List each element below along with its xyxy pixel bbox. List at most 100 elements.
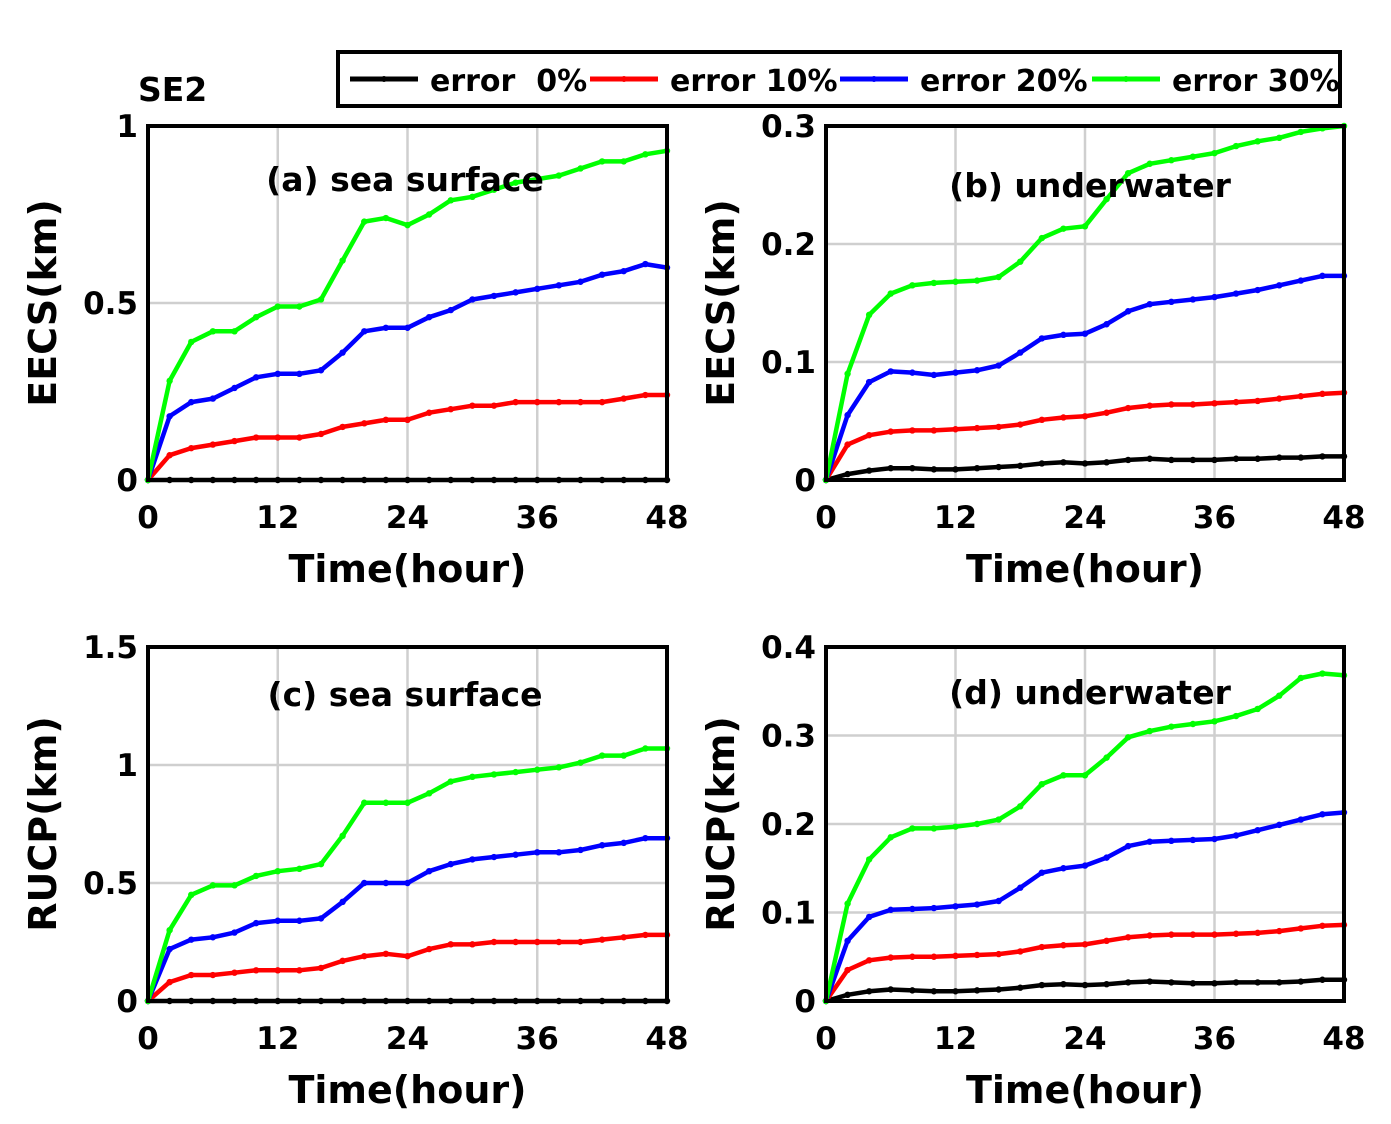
series-error-10-point — [317, 430, 325, 438]
series-error-30-point — [361, 218, 368, 225]
series-error-30-point — [1254, 138, 1261, 145]
series-error-20-point — [1232, 290, 1240, 297]
x-tick-label: 0 — [137, 1021, 159, 1057]
series-error-20-point — [361, 879, 368, 887]
series-error-20-point — [1038, 335, 1046, 342]
legend-box — [336, 50, 1342, 108]
series-error-0-point — [1254, 979, 1261, 986]
series-error-20-point — [973, 367, 981, 374]
series-error-20-point — [425, 313, 433, 321]
series-error-10-point — [512, 398, 519, 406]
series-error-30-point — [1081, 223, 1089, 230]
series-error-10-point — [469, 402, 476, 409]
series-error-10-point — [166, 452, 173, 459]
y-tick-label: 1.5 — [83, 630, 138, 666]
series-error-20-point — [469, 296, 476, 303]
series-error-30-point — [1297, 674, 1305, 682]
series-error-30-point — [930, 825, 938, 832]
series-error-10-point — [1297, 925, 1305, 932]
series-error-10-point — [952, 952, 959, 960]
series-error-20-point — [447, 860, 454, 868]
series-error-30-point — [296, 865, 303, 873]
series-error-30-point — [1297, 128, 1305, 136]
series-error-10-point — [1276, 927, 1283, 935]
series-error-30-point — [1038, 780, 1046, 788]
series-error-20-point — [404, 324, 411, 331]
series-error-10-point — [425, 945, 433, 953]
series-error-20-point — [209, 934, 217, 941]
series-error-30-point — [252, 872, 260, 880]
series-error-20-point — [252, 919, 260, 927]
legend-item-error-30: error 30% — [1092, 64, 1340, 99]
series-error-20-point — [865, 378, 873, 386]
series-error-30-point — [339, 832, 346, 839]
series-error-30-point — [844, 370, 851, 377]
series-error-0-point — [1232, 455, 1240, 462]
series-error-20-point — [1081, 330, 1089, 337]
series-error-10-point — [490, 938, 498, 946]
series-error-10-point — [973, 951, 981, 959]
series-error-10-point — [1276, 395, 1283, 402]
series-error-10-point — [274, 434, 281, 441]
series-error-30-point — [361, 799, 368, 806]
series-error-10-point — [209, 441, 217, 448]
series-error-0-point — [1124, 979, 1132, 986]
series-error-20 — [144, 260, 671, 484]
series-error-20-point — [1168, 837, 1175, 845]
x-axis-label: Time(hour) — [966, 547, 1204, 591]
series-error-20-point — [1211, 835, 1218, 843]
series-error-10-point — [1297, 393, 1305, 400]
series-error-0-point — [909, 465, 916, 472]
series-error-20-point — [296, 370, 303, 377]
series-error-30-point — [1103, 754, 1110, 761]
series-error-20-point — [231, 384, 238, 392]
series-error-10-point — [577, 398, 584, 406]
series-error-20-point — [1146, 300, 1153, 308]
series-error-0-point — [1211, 456, 1218, 464]
x-tick-label: 48 — [645, 1021, 688, 1057]
series-error-10-point — [1168, 931, 1175, 938]
axes-frame — [824, 645, 1346, 1003]
series-error-10-point — [361, 420, 368, 427]
series-error-20-point — [1189, 836, 1197, 844]
series-error-0-point — [1060, 459, 1067, 466]
series-error-0-point — [1038, 981, 1046, 989]
y-axis-label: RUCP(km) — [699, 716, 743, 931]
series-error-30-point — [952, 278, 959, 285]
series-error-10-point — [382, 416, 390, 424]
series-error-30-point — [425, 211, 433, 218]
series-error-20-point — [166, 413, 173, 420]
series-error-0-point — [1211, 980, 1218, 987]
series-error-20-point — [1017, 349, 1024, 356]
series-error-0-point — [930, 466, 938, 473]
series-error-10-point — [1168, 401, 1175, 408]
series-error-20-point — [382, 879, 390, 887]
series-error-30-point — [995, 273, 1002, 281]
series-error-10-point — [252, 967, 260, 974]
series-error-10-point — [1103, 937, 1110, 945]
series-error-30-point — [231, 328, 238, 335]
series-error-0 — [822, 453, 1348, 484]
series-error-0-point — [1017, 462, 1024, 470]
series-error-20-point — [1060, 865, 1067, 872]
series-error-20-point — [1081, 862, 1089, 869]
series-error-30-point — [1189, 153, 1197, 160]
series-error-30-point — [1103, 195, 1110, 203]
series-error-10-point — [1254, 929, 1261, 937]
series-error-10-point — [865, 431, 873, 439]
y-tick-label: 0.3 — [761, 719, 816, 755]
series-error-20-point — [339, 898, 346, 906]
series-error-20-point — [252, 374, 260, 381]
y-tick-label: 0.1 — [761, 345, 816, 381]
series-error-20-point — [1146, 838, 1153, 845]
series-error-20-point — [1276, 821, 1283, 829]
series-error-10-point — [598, 936, 606, 943]
series-error-10-point — [930, 953, 938, 960]
series-error-20-point — [909, 905, 916, 913]
series-error-30-point — [166, 927, 173, 934]
series-error-20-point — [296, 917, 303, 924]
series-error-0-point — [1038, 460, 1046, 467]
series-error-0-point — [865, 988, 873, 995]
x-tick-label: 36 — [1193, 500, 1236, 536]
